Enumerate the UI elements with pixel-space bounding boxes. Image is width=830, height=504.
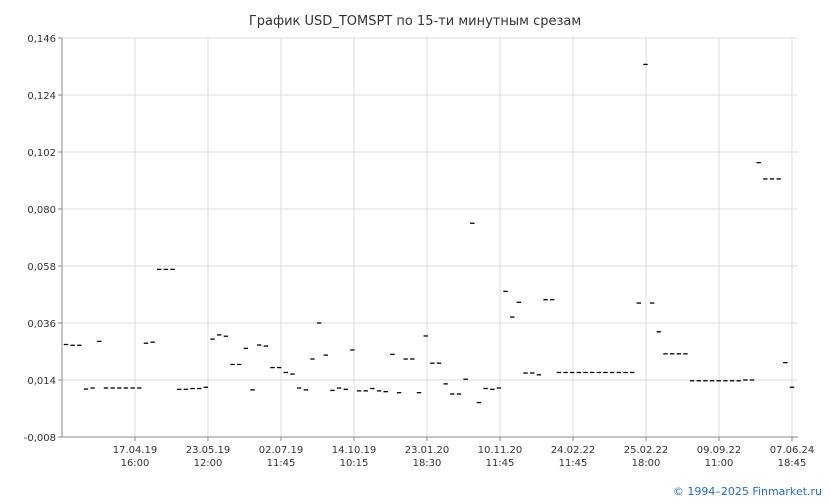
x-tick-date: 17.04.19 bbox=[113, 445, 158, 456]
chart-title: График USD_TOMSPT по 15-ти минутным срез… bbox=[249, 14, 581, 29]
grid bbox=[62, 37, 798, 437]
y-tick-label: 0,014 bbox=[27, 376, 56, 387]
x-tick-date: 14.10.19 bbox=[332, 445, 377, 456]
x-tick-time: 18:30 bbox=[413, 458, 442, 469]
x-tick-time: 12:00 bbox=[194, 458, 223, 469]
x-tick-time: 18:00 bbox=[632, 458, 661, 469]
y-tick-labels: 0,146 0,124 0,102 0,080 0,058 0,036 0,014 -0,00… bbox=[24, 34, 56, 444]
x-tick-time: 16:00 bbox=[121, 458, 150, 469]
y-tick-label: -0,008 bbox=[24, 433, 56, 444]
x-tick-time: 18:45 bbox=[778, 458, 807, 469]
y-tick-label: 0,058 bbox=[27, 262, 56, 273]
x-tick-date: 10.11.20 bbox=[478, 445, 523, 456]
x-tick-time: 11:45 bbox=[559, 458, 588, 469]
x-tick-time: 11:45 bbox=[486, 458, 515, 469]
x-tick-time: 11:45 bbox=[267, 458, 296, 469]
y-tick-label: 0,146 bbox=[27, 34, 56, 45]
x-tick-date: 09.09.22 bbox=[697, 445, 742, 456]
y-tick-label: 0,080 bbox=[27, 205, 56, 216]
x-tick-date: 23.01.20 bbox=[405, 445, 450, 456]
x-tick-date: 25.02.22 bbox=[624, 445, 669, 456]
y-tick-label: 0,124 bbox=[27, 91, 56, 102]
x-tick-labels: 17.04.19 16:00 23.05.19 12:00 02.07.19 11:45 1… bbox=[113, 445, 815, 469]
y-tick-label: 0,102 bbox=[27, 148, 56, 159]
x-tick-date: 02.07.19 bbox=[259, 445, 304, 456]
x-tick-time: 10:15 bbox=[340, 458, 369, 469]
x-tick-date: 07.06.24 bbox=[770, 445, 815, 456]
y-tick-label: 0,036 bbox=[27, 319, 56, 330]
copyright-link[interactable]: © 1994–2025 Finmarket.ru bbox=[673, 485, 822, 498]
x-tick-date: 24.02.22 bbox=[551, 445, 596, 456]
x-tick-date: 23.05.19 bbox=[186, 445, 231, 456]
axes bbox=[58, 37, 798, 441]
x-tick-time: 11:00 bbox=[705, 458, 734, 469]
data-points bbox=[63, 63, 795, 404]
